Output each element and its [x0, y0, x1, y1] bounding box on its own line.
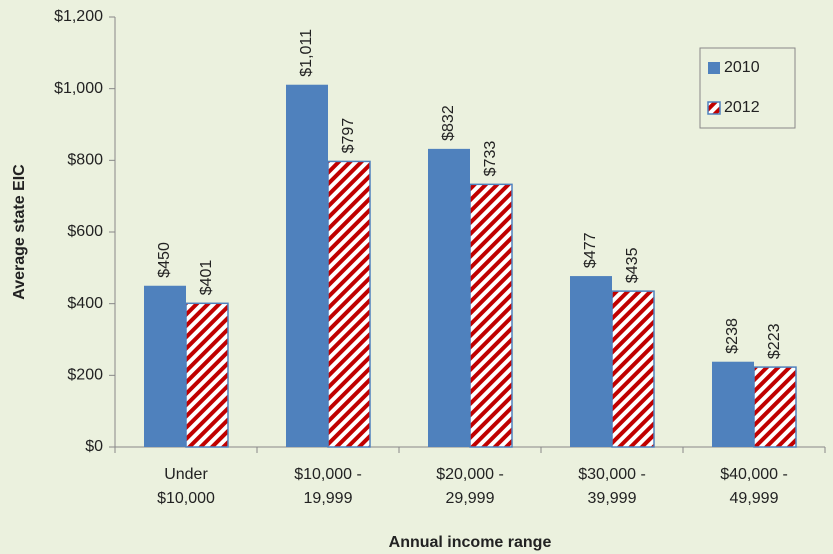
- x-tick-label: $10,000 -19,999: [294, 466, 362, 507]
- bar: [428, 148, 470, 447]
- bar: [286, 84, 328, 447]
- value-label: $1,011: [298, 29, 315, 77]
- legend-swatch: [707, 101, 721, 115]
- value-label: $477: [582, 232, 599, 268]
- value-label: $401: [198, 260, 215, 296]
- legend-label: 2010: [724, 59, 760, 76]
- x-axis-title: Annual income range: [389, 534, 552, 551]
- bar: [144, 285, 186, 447]
- bar: [753, 366, 797, 448]
- x-tick-label: Under $10,000: [157, 466, 215, 507]
- bar: [327, 160, 371, 448]
- y-axis-title: Average state EIC: [11, 164, 28, 300]
- y-tick-label: $800: [67, 152, 103, 169]
- x-tick-label: $40,000 -49,999: [720, 466, 788, 507]
- bar: [185, 302, 229, 448]
- bar: [469, 183, 513, 448]
- y-tick-label: $1,000: [54, 80, 103, 97]
- legend-label: 2012: [724, 99, 760, 116]
- x-tick-label: $20,000 -29,999: [436, 466, 504, 507]
- y-tick-label: $1,200: [54, 8, 103, 25]
- value-label: $238: [724, 318, 741, 354]
- legend-swatch: [708, 62, 720, 74]
- value-label: $450: [156, 242, 173, 278]
- y-tick-label: $400: [67, 295, 103, 312]
- value-label: $435: [624, 247, 641, 283]
- x-tick-label: $30,000 -39,999: [578, 466, 646, 507]
- y-tick-label: $0: [85, 438, 103, 455]
- value-label: $223: [766, 323, 783, 359]
- bar: [611, 290, 655, 448]
- y-tick-label: $600: [67, 223, 103, 240]
- value-label: $832: [440, 105, 457, 141]
- bar: [712, 361, 754, 447]
- y-tick-label: $200: [67, 367, 103, 384]
- value-label: $797: [340, 118, 357, 154]
- value-label: $733: [482, 141, 499, 177]
- bar: [570, 276, 612, 447]
